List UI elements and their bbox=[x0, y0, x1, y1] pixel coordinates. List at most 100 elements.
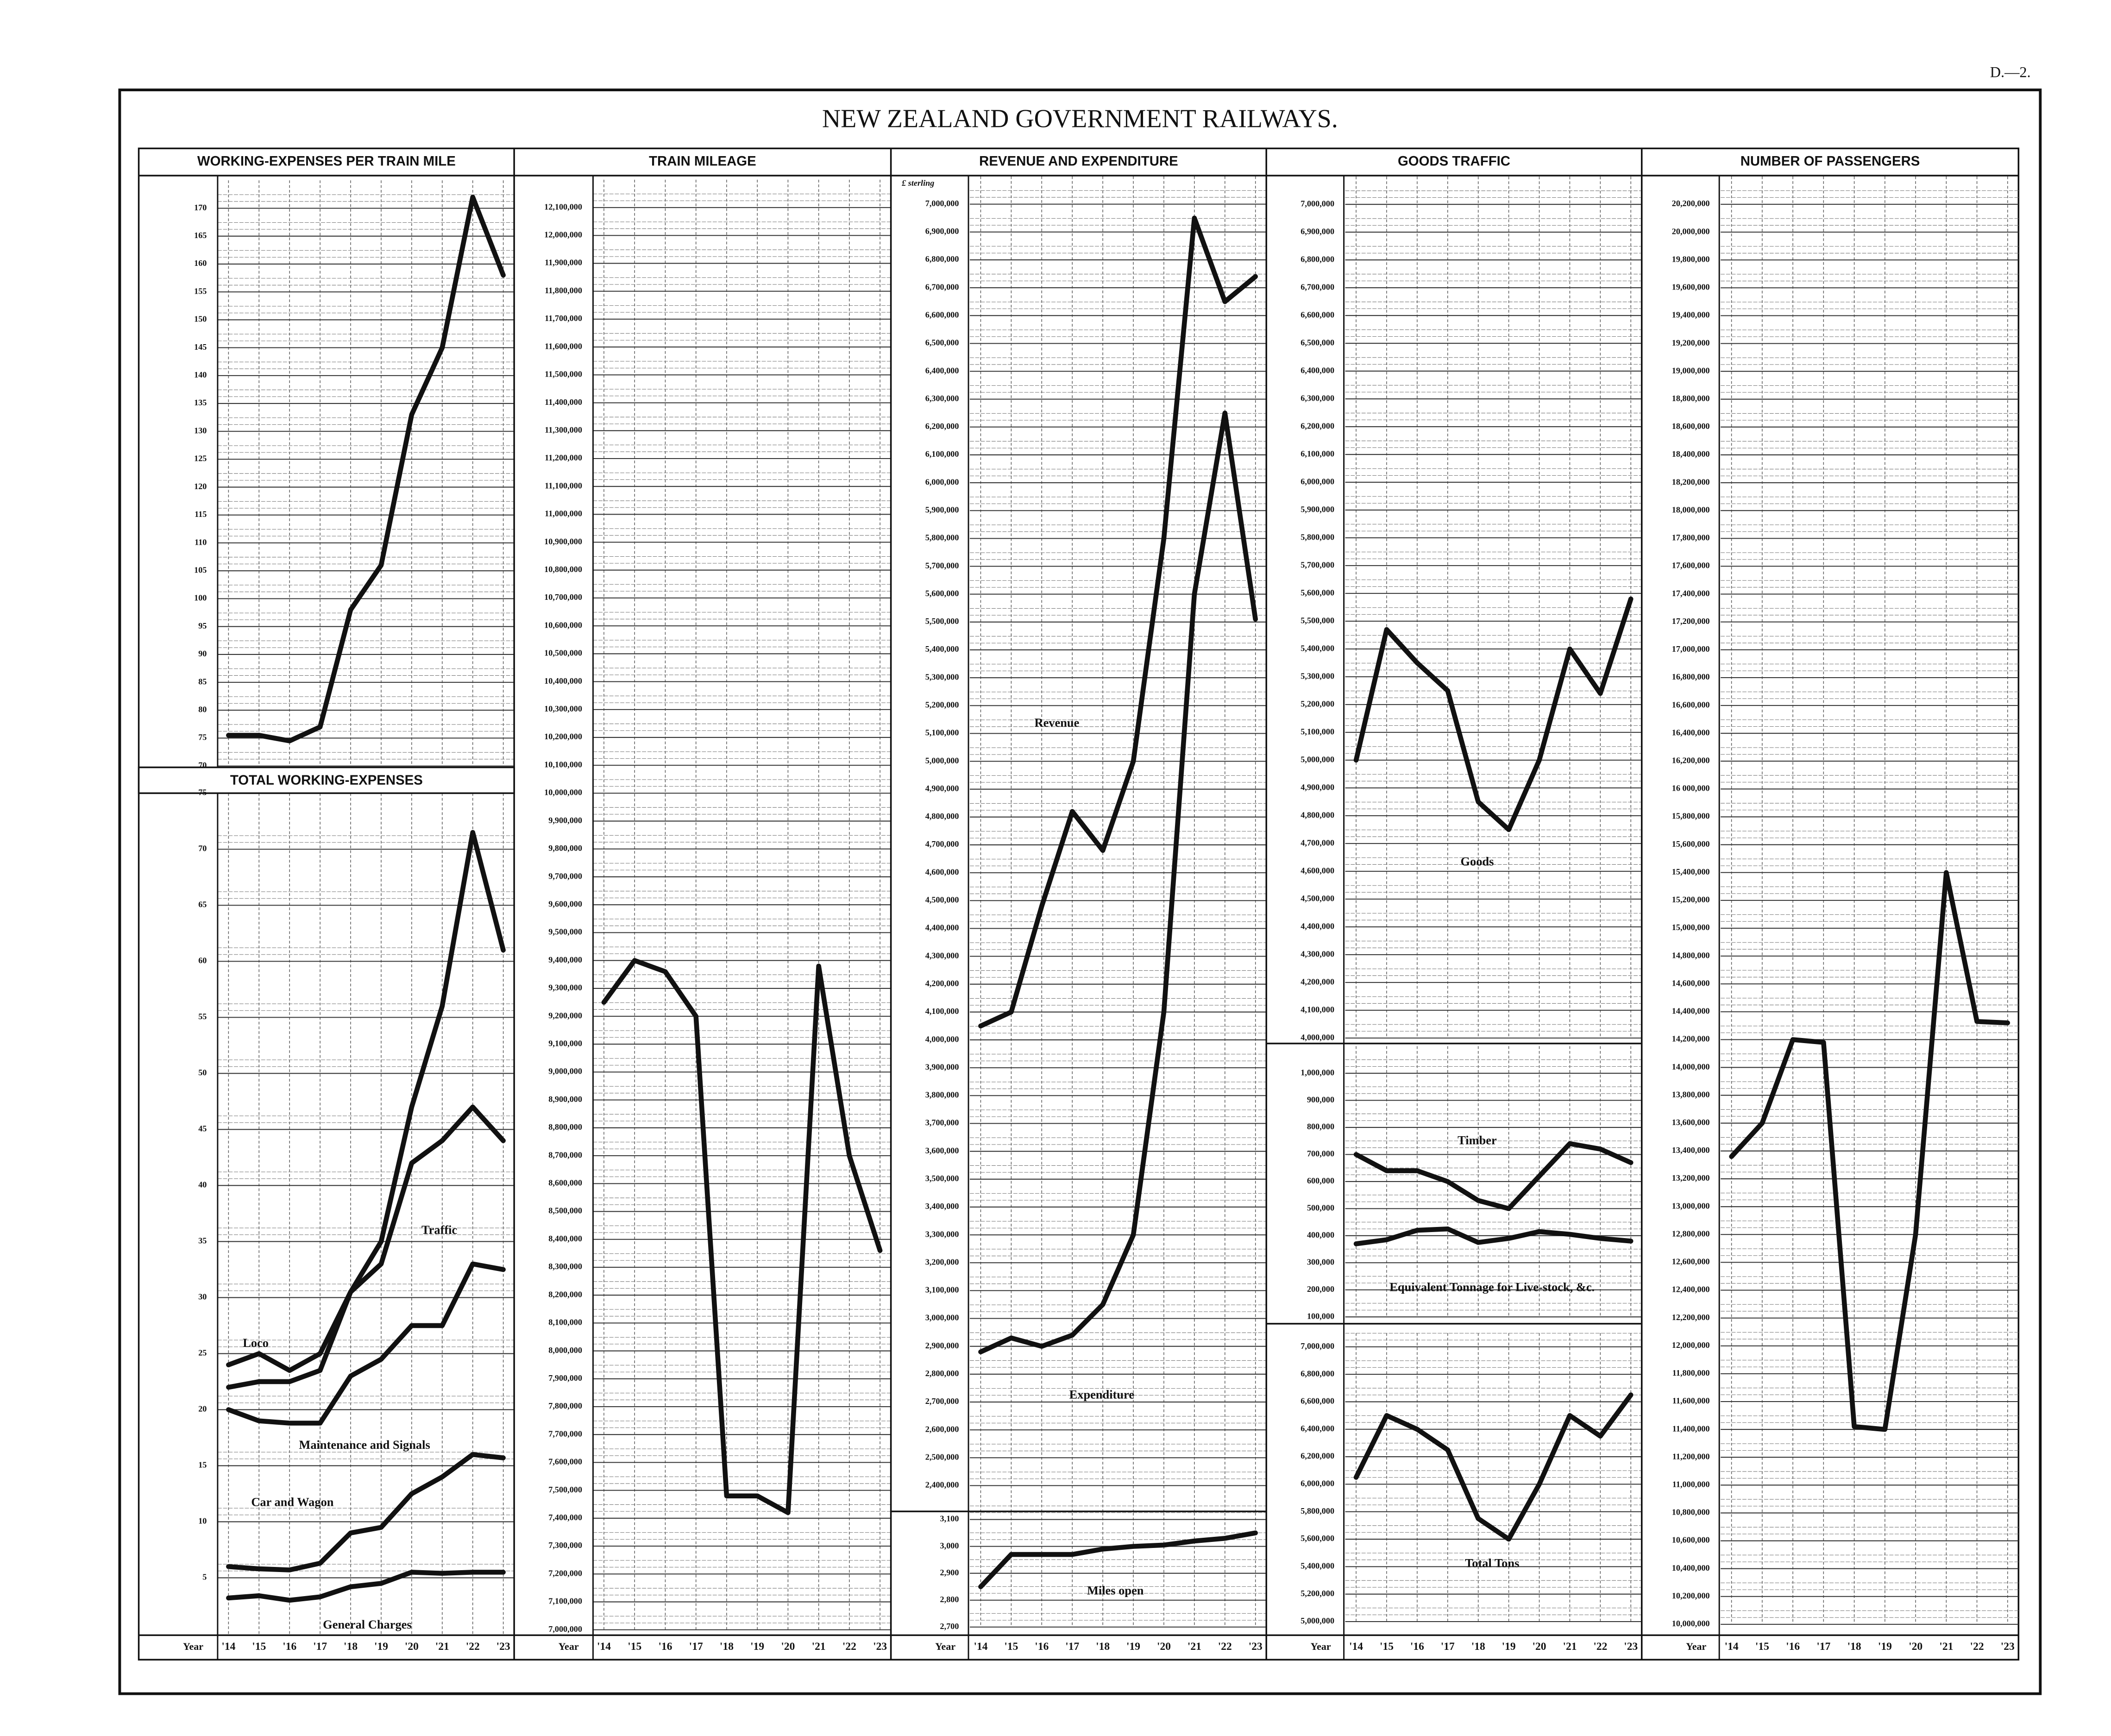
x-tick-label: '14 bbox=[1349, 1641, 1363, 1653]
panel-frame bbox=[138, 147, 2020, 1661]
y-tick-label: 13,400,000 bbox=[1672, 1145, 1710, 1155]
y-tick-label: 5,700,000 bbox=[1301, 560, 1334, 569]
x-tick-label: '15 bbox=[628, 1641, 641, 1653]
x-tick-label: '22 bbox=[466, 1641, 480, 1653]
y-tick-label: 6,100,000 bbox=[1301, 449, 1334, 458]
y-tick-label: 55 bbox=[198, 1012, 207, 1021]
y-tick-label: 8,400,000 bbox=[548, 1234, 582, 1243]
x-axis-label: Year bbox=[1311, 1641, 1331, 1652]
y-tick-label: 4,600,000 bbox=[925, 867, 959, 876]
y-tick-label: 2,600,000 bbox=[925, 1424, 959, 1434]
y-tick-label: 4,700,000 bbox=[1301, 838, 1334, 847]
chart-title: TOTAL WORKING-EXPENSES bbox=[230, 773, 423, 788]
series-label: Car and Wagon bbox=[251, 1495, 333, 1509]
y-tick-label: 10,500,000 bbox=[544, 648, 582, 658]
y-tick-label: 3,400,000 bbox=[925, 1201, 959, 1211]
frame-lines bbox=[138, 148, 2019, 1660]
y-tick-label: 600,000 bbox=[1307, 1176, 1334, 1185]
y-tick-label: 6,300,000 bbox=[925, 394, 959, 403]
data-line bbox=[1353, 1141, 1634, 1211]
y-tick-label: 170 bbox=[194, 203, 207, 212]
x-tick-label: '21 bbox=[435, 1641, 449, 1653]
y-tick-label: 8,700,000 bbox=[548, 1150, 582, 1159]
y-tick-label: 2,900,000 bbox=[925, 1341, 959, 1350]
y-tick-label: 60 bbox=[198, 956, 207, 965]
x-tick-label: '18 bbox=[1471, 1641, 1485, 1653]
y-tick-label: 10,300,000 bbox=[544, 704, 582, 713]
y-tick-label: 3,000 bbox=[940, 1541, 959, 1550]
y-tick-label: 7,000,000 bbox=[1301, 199, 1334, 208]
y-tick-label: 6,600,000 bbox=[925, 310, 959, 320]
y-tick-label: 30 bbox=[198, 1292, 207, 1302]
y-tick-label: 19,200,000 bbox=[1672, 338, 1710, 347]
y-tick-label: 20 bbox=[198, 1404, 207, 1414]
y-tick-label: 1,000,000 bbox=[1301, 1068, 1334, 1077]
x-tick-label: '17 bbox=[1441, 1641, 1455, 1653]
y-tick-label: 11,200,000 bbox=[1672, 1452, 1710, 1461]
x-tick-label: '23 bbox=[873, 1641, 887, 1653]
series-label: Timber bbox=[1458, 1133, 1497, 1147]
y-tick-label: 14,600,000 bbox=[1672, 978, 1710, 988]
y-tick-label: 10,700,000 bbox=[544, 592, 582, 602]
y-tick-label: 19,600,000 bbox=[1672, 283, 1710, 292]
y-tick-label: 500,000 bbox=[1307, 1203, 1334, 1213]
x-tick-label: '18 bbox=[1847, 1641, 1861, 1653]
x-tick-label: '17 bbox=[689, 1641, 703, 1653]
y-tick-label: 5,200,000 bbox=[1301, 1589, 1334, 1598]
x-tick-label: '15 bbox=[252, 1641, 266, 1653]
y-axis-label: £ sterling bbox=[901, 178, 934, 188]
data-line bbox=[1353, 1226, 1634, 1246]
y-tick-label: 5,800,000 bbox=[925, 533, 959, 542]
x-tick-label: '15 bbox=[1004, 1641, 1018, 1653]
y-tick-label: 140 bbox=[194, 370, 207, 379]
series-label: Loco bbox=[243, 1336, 269, 1350]
y-tick-label: 10,000,000 bbox=[1672, 1619, 1710, 1628]
x-tick-label: '16 bbox=[283, 1641, 296, 1653]
series-label: Expenditure bbox=[1069, 1388, 1135, 1402]
y-tick-label: 9,200,000 bbox=[548, 1011, 582, 1020]
x-tick-label: '16 bbox=[1035, 1641, 1049, 1653]
y-tick-label: 7,300,000 bbox=[548, 1541, 582, 1550]
y-tick-label: 14,400,000 bbox=[1672, 1006, 1710, 1016]
y-tick-label: 5,300,000 bbox=[1301, 671, 1334, 680]
sub-header bbox=[138, 766, 515, 794]
page-title: NEW ZEALAND GOVERNMENT RAILWAYS. bbox=[822, 104, 1338, 133]
y-tick-label: 4,400,000 bbox=[1301, 921, 1334, 931]
y-tick-label: 6,100,000 bbox=[925, 449, 959, 459]
x-tick-label: '19 bbox=[374, 1641, 388, 1653]
y-tick-label: 7,400,000 bbox=[548, 1513, 582, 1522]
y-tick-label: 2,400,000 bbox=[925, 1480, 959, 1490]
x-tick-label: '22 bbox=[1593, 1641, 1607, 1653]
y-tick-label: 4,500,000 bbox=[1301, 893, 1334, 903]
y-tick-label: 3,200,000 bbox=[925, 1257, 959, 1266]
y-tick-label: 7,600,000 bbox=[548, 1457, 582, 1466]
x-tick-label: '22 bbox=[1970, 1641, 1984, 1653]
series-label: Traffic bbox=[421, 1223, 458, 1237]
y-tick-label: 5,200,000 bbox=[1301, 699, 1334, 708]
y-tick-label: 19,800,000 bbox=[1672, 254, 1710, 264]
y-tick-label: 6,900,000 bbox=[1301, 226, 1334, 236]
y-tick-label: 15 bbox=[198, 1460, 207, 1470]
x-tick-label: '18 bbox=[720, 1641, 734, 1653]
y-tick-label: 7,200,000 bbox=[548, 1568, 582, 1578]
y-tick-label: 6,800,000 bbox=[1301, 1369, 1334, 1378]
y-tick-label: 19,000,000 bbox=[1672, 366, 1710, 375]
data-line bbox=[978, 215, 1258, 1029]
y-tick-label: 125 bbox=[194, 454, 207, 463]
y-tick-label: 8,900,000 bbox=[548, 1094, 582, 1104]
y-tick-label: 5,800,000 bbox=[1301, 532, 1334, 541]
y-tick-label: 9,400,000 bbox=[548, 955, 582, 964]
y-tick-label: 8,200,000 bbox=[548, 1289, 582, 1299]
y-tick-label: 5,400,000 bbox=[1301, 1561, 1334, 1571]
y-tick-label: 35 bbox=[198, 1236, 207, 1245]
x-tick-label: '22 bbox=[1218, 1641, 1232, 1653]
y-tick-label: 4,000,000 bbox=[925, 1034, 959, 1044]
y-tick-label: 10,400,000 bbox=[544, 676, 582, 686]
y-tick-label: 11,600,000 bbox=[1672, 1396, 1710, 1405]
x-tick-label: '19 bbox=[1878, 1641, 1892, 1653]
series-label: Goods bbox=[1460, 854, 1494, 868]
y-tick-label: 11,000,000 bbox=[1672, 1479, 1710, 1489]
y-tick-label: 9,800,000 bbox=[548, 843, 582, 853]
y-tick-label: 8,500,000 bbox=[548, 1206, 582, 1215]
x-tick-label: '17 bbox=[1816, 1641, 1830, 1653]
